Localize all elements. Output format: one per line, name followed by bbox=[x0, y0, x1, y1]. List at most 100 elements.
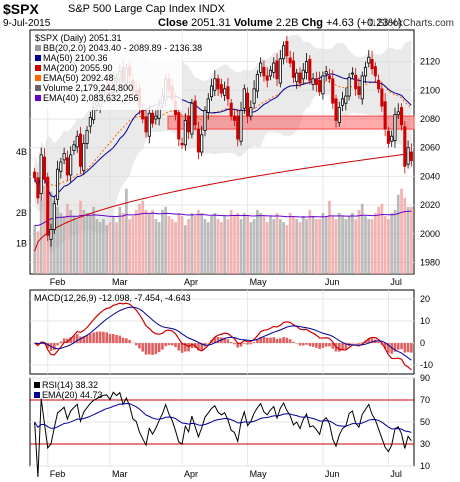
volume-bar bbox=[180, 216, 184, 274]
volume-bar bbox=[154, 219, 158, 274]
volume-bar bbox=[403, 197, 407, 274]
macd-histogram-bar bbox=[49, 343, 53, 352]
legend-swatch bbox=[35, 95, 41, 101]
macd-line bbox=[34, 302, 412, 371]
volume-bar bbox=[213, 213, 217, 274]
rsi-tick-30: 30 bbox=[420, 439, 430, 449]
macd-histogram-bar bbox=[406, 343, 410, 353]
candle-body bbox=[33, 171, 37, 179]
candle-body bbox=[337, 107, 341, 123]
macd-histogram-bar bbox=[236, 343, 240, 348]
macd-tick-10: 10 bbox=[420, 316, 430, 326]
close-value: 2051.31 bbox=[191, 17, 231, 29]
volume-bar bbox=[367, 219, 371, 274]
candle-body bbox=[52, 203, 56, 230]
macd-histogram-bar bbox=[233, 343, 236, 345]
candle-body bbox=[265, 75, 269, 81]
volume-bar bbox=[239, 219, 243, 274]
volume-bar bbox=[59, 213, 63, 274]
candle-body bbox=[396, 111, 400, 116]
macd-histogram-bar bbox=[377, 341, 380, 344]
macd-histogram-bar bbox=[174, 343, 177, 348]
candle-body bbox=[321, 75, 325, 95]
price-tick-2100: 2100 bbox=[420, 85, 440, 95]
legend-swatch bbox=[35, 55, 41, 61]
volume-bar bbox=[236, 213, 240, 274]
candle-body bbox=[203, 109, 207, 131]
volume-bar bbox=[246, 216, 249, 274]
candle-body bbox=[318, 79, 322, 93]
candle-body bbox=[42, 156, 47, 180]
volume-bar bbox=[288, 213, 292, 274]
month-label-bottom-may: May bbox=[250, 469, 268, 479]
volume-bar bbox=[233, 216, 236, 274]
macd-histogram-bar bbox=[259, 336, 262, 344]
macd-histogram-bar bbox=[56, 343, 59, 346]
macd-title: MACD(12,26,9) -12.098, -7.454, -4.643 bbox=[34, 293, 191, 303]
macd-histogram-bar bbox=[256, 339, 259, 344]
candle-body bbox=[82, 142, 86, 172]
month-label-bottom-mar: Mar bbox=[112, 469, 128, 479]
volume-bar bbox=[216, 219, 220, 274]
candle-body bbox=[383, 101, 387, 130]
volume-ema40-line bbox=[34, 210, 412, 227]
volume-bar bbox=[138, 203, 141, 274]
candle-body bbox=[252, 88, 256, 104]
candle-body bbox=[298, 72, 302, 84]
rsi-legend-swatch bbox=[34, 382, 40, 388]
volume-bar bbox=[88, 216, 92, 274]
volume-bar bbox=[141, 200, 145, 274]
macd-histogram-bar bbox=[75, 334, 79, 344]
volume-bar bbox=[134, 209, 138, 274]
volume-bar bbox=[98, 222, 102, 274]
chg-label: Chg bbox=[301, 17, 323, 29]
price-tick-1980: 1980 bbox=[420, 258, 440, 268]
volume-bar bbox=[393, 209, 397, 274]
volume-bar bbox=[354, 219, 358, 274]
volume-label: Volume bbox=[233, 17, 273, 29]
volume-bar bbox=[66, 203, 69, 274]
candle-body bbox=[367, 56, 371, 64]
candle-body bbox=[39, 154, 43, 195]
legend-entry-4: Volume 2,179,244,800 bbox=[43, 83, 133, 93]
volume-bar bbox=[115, 222, 118, 274]
rsi-tick-90: 90 bbox=[420, 373, 430, 383]
stockcharts-brand: © StockCharts.com bbox=[367, 18, 454, 29]
macd-histogram-bar bbox=[275, 338, 279, 344]
volume-bar bbox=[167, 216, 171, 274]
macd-histogram-bar bbox=[52, 343, 56, 350]
month-label-bottom-jun: Jun bbox=[325, 469, 340, 479]
macd-histogram-bar bbox=[331, 343, 335, 349]
candle-body bbox=[206, 98, 210, 113]
candle-body bbox=[311, 78, 315, 85]
volume-bar bbox=[373, 213, 377, 274]
candle-body bbox=[360, 75, 364, 100]
volume-bar bbox=[252, 219, 256, 274]
price-tick-2060: 2060 bbox=[420, 143, 440, 153]
legend-entry-1: MA(50) 2100.36 bbox=[43, 53, 108, 63]
ma200-line bbox=[34, 152, 412, 252]
volume-bar bbox=[206, 222, 210, 274]
volume-bar bbox=[337, 213, 341, 274]
volume-bar bbox=[75, 219, 79, 274]
price-tick-2080: 2080 bbox=[420, 114, 440, 124]
macd-histogram-bar bbox=[82, 336, 86, 344]
candle-body bbox=[180, 142, 184, 146]
price-tick-2120: 2120 bbox=[420, 57, 440, 67]
volume-bar bbox=[95, 219, 99, 274]
macd-histogram-bar bbox=[390, 343, 394, 354]
candle-body bbox=[147, 112, 151, 137]
candle-body bbox=[390, 135, 394, 142]
candle-body bbox=[177, 112, 181, 140]
macd-histogram-bar bbox=[305, 343, 308, 345]
legend-swatch bbox=[35, 75, 41, 81]
volume-bar bbox=[193, 216, 197, 274]
legend-entry-2: MA(200) 2055.90 bbox=[43, 63, 113, 73]
candle-body bbox=[380, 88, 384, 107]
macd-histogram-bar bbox=[66, 338, 69, 344]
rsi-ema-line bbox=[34, 402, 412, 433]
candle-body bbox=[85, 130, 89, 144]
macd-tick-0: 0 bbox=[420, 338, 425, 348]
volume-bar bbox=[305, 219, 308, 274]
macd-histogram-bar bbox=[180, 343, 184, 353]
